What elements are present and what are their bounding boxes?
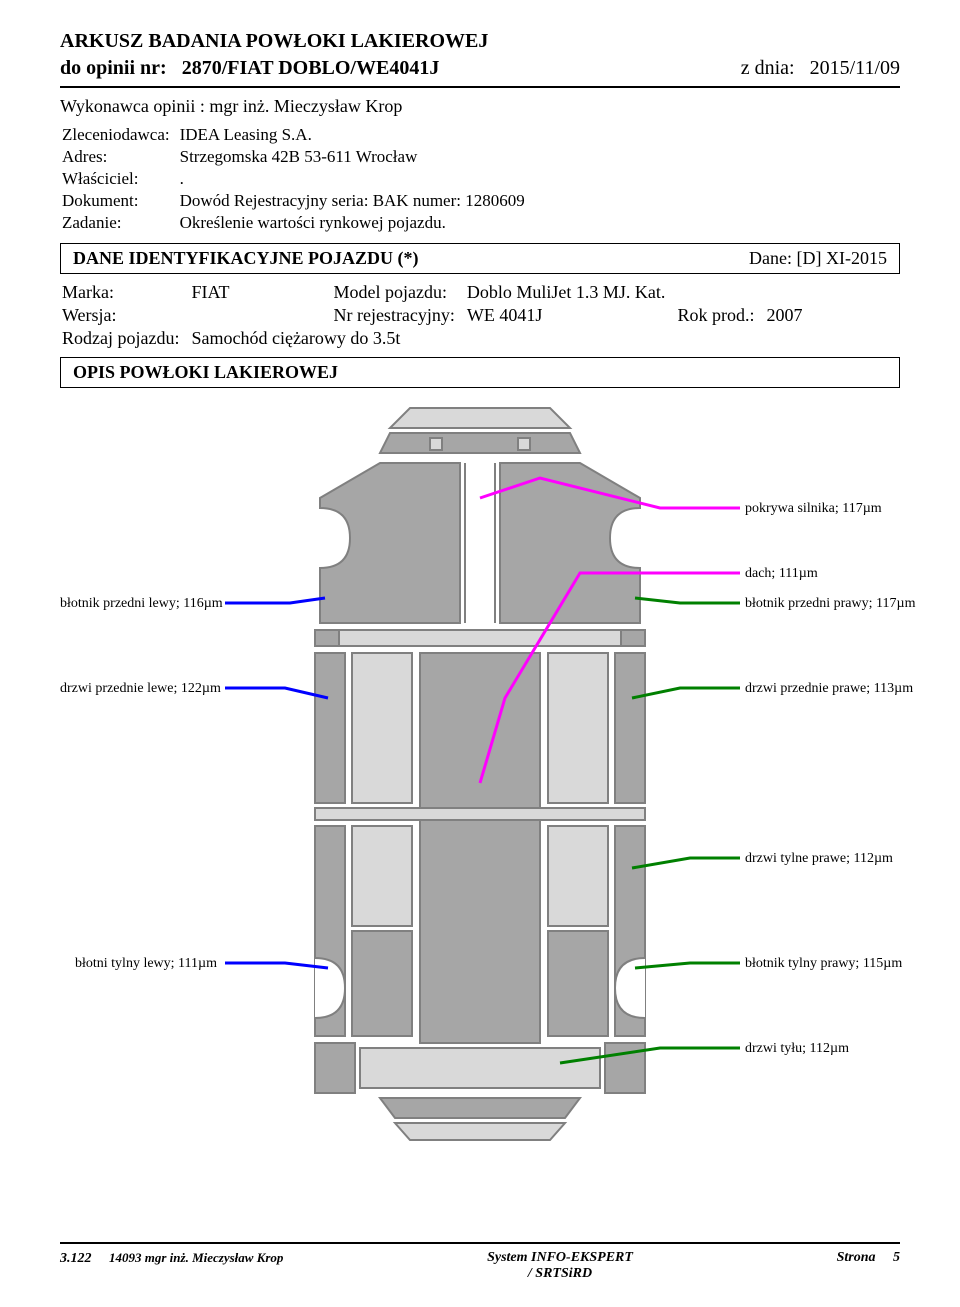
dokument-value: Dowód Rejestracyjny seria: BAK numer: 12… — [180, 191, 533, 211]
footer-author: 14093 mgr inż. Mieczysław Krop — [109, 1250, 283, 1265]
label-drzwi-tylne-prawe: drzwi tylne prawe; 112µm — [745, 851, 893, 867]
vehicle-data: Marka: FIAT Model pojazdu: Doblo MuliJet… — [60, 280, 814, 351]
dokument-label: Dokument: — [62, 191, 178, 211]
header-title: ARKUSZ BADANIA POWŁOKI LAKIEROWEJ — [60, 30, 900, 53]
label-drzwi-przednie-prawe: drzwi przednie prawe; 113µm — [745, 681, 913, 697]
wykonawca-label: Wykonawca opinii : — [60, 96, 205, 116]
zleceniodawca-label: Zleceniodawca: — [62, 125, 178, 145]
label-pokrywa-silnika: pokrywa silnika; 117µm — [745, 501, 882, 517]
marka-label: Marka: — [62, 282, 189, 303]
opinion-label: do opinii nr: — [60, 57, 167, 79]
wersja-label: Wersja: — [62, 305, 189, 326]
section-ident-title: DANE IDENTYFIKACYJNE POJAZDU (*) — [73, 248, 419, 269]
rodzaj-value: Samochód ciężarowy do 3.5t — [191, 328, 812, 349]
opinion-number: 2870/FIAT DOBLO/WE4041J — [182, 57, 440, 79]
footer-strona: 5 — [893, 1250, 900, 1265]
section-identification: DANE IDENTYFIKACYJNE POJAZDU (*) Dane: [… — [60, 243, 900, 274]
adres-value: Strzegomska 42B 53-611 Wrocław — [180, 147, 533, 167]
wykonawca-value: mgr inż. Mieczysław Krop — [209, 96, 402, 116]
zadanie-label: Zadanie: — [62, 213, 178, 233]
nrrej-label: Nr rejestracyjny: — [333, 305, 464, 326]
header-date: 2015/11/09 — [810, 57, 900, 79]
footer-code: 3.122 — [60, 1251, 92, 1266]
wersja-value — [191, 305, 331, 326]
section-ident-dane: Dane: [D] XI-2015 — [749, 248, 887, 269]
section-opis: OPIS POWŁOKI LAKIEROWEJ — [60, 357, 900, 388]
label-blotnik-tylny-lewy: błotni tylny lewy; 111µm — [75, 956, 217, 972]
rokprod-value: 2007 — [766, 305, 812, 326]
label-drzwi-przednie-lewe: drzwi przednie lewe; 122µm — [60, 681, 221, 697]
vehicle-diagram: pokrywa silnika; 117µm dach; 111µm błotn… — [60, 398, 900, 1158]
model-label: Model pojazdu: — [333, 282, 464, 303]
zadanie-value: Określenie wartości rynkowej pojazdu. — [180, 213, 533, 233]
label-blotnik-przedni-prawy: błotnik przedni prawy; 117µm — [745, 596, 915, 612]
wlasciciel-value: . — [180, 169, 533, 189]
meta-table: Zleceniodawca: IDEA Leasing S.A. Adres: … — [60, 123, 535, 235]
marka-value: FIAT — [191, 282, 331, 303]
footer-system2: / SRTSiRD — [487, 1266, 633, 1282]
label-dach: dach; 111µm — [745, 566, 818, 582]
rokprod-label: Rok prod.: — [677, 305, 764, 326]
label-blotnik-przedni-lewy: błotnik przedni lewy; 116µm — [60, 596, 223, 612]
model-value: Doblo MuliJet 1.3 MJ. Kat. — [467, 282, 676, 303]
footer-system1: System INFO-EKSPERT — [487, 1250, 633, 1266]
label-drzwi-tylu: drzwi tyłu; 112µm — [745, 1041, 849, 1057]
wlasciciel-label: Właściciel: — [62, 169, 178, 189]
date-label: z dnia: — [741, 57, 795, 79]
footer: 3.122 14093 mgr inż. Mieczysław Krop Sys… — [60, 1242, 900, 1282]
zleceniodawca-value: IDEA Leasing S.A. — [180, 125, 533, 145]
adres-label: Adres: — [62, 147, 178, 167]
wykonawca-row: Wykonawca opinii : mgr inż. Mieczysław K… — [60, 96, 900, 117]
rodzaj-label: Rodzaj pojazdu: — [62, 328, 189, 349]
footer-strona-label: Strona — [837, 1250, 876, 1265]
nrrej-value: WE 4041J — [467, 305, 676, 326]
header-line2: do opinii nr: 2870/FIAT DOBLO/WE4041J z … — [60, 57, 900, 88]
label-blotnik-tylny-prawy: błotnik tylny prawy; 115µm — [745, 956, 902, 972]
